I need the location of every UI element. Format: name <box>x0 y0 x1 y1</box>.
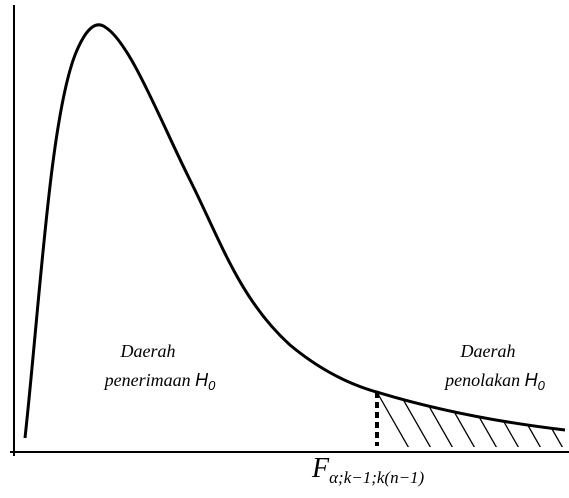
region-word: penerimaan <box>103 370 191 390</box>
f-subscript: α;k−1;k(n−1) <box>329 468 424 487</box>
region-label: Daerah <box>120 341 176 361</box>
density-curve <box>23 23 566 439</box>
h-subscript: 0 <box>208 378 216 393</box>
h-symbol: H <box>195 370 209 390</box>
f-symbol: F <box>311 453 330 484</box>
critical-value: Fα;k−1;k(n−1) <box>311 453 425 487</box>
h-symbol: H <box>525 370 539 390</box>
region-label: penerimaan H0 <box>103 370 216 393</box>
h-subscript: 0 <box>538 378 546 393</box>
region-label: penolakan H0 <box>443 370 545 393</box>
region-label: Daerah <box>460 341 516 361</box>
region-word: penolakan <box>443 370 520 390</box>
